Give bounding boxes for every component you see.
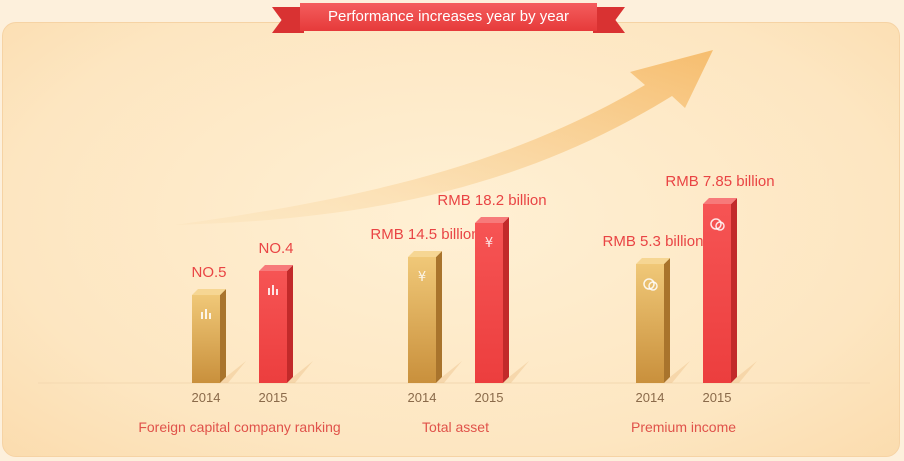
bar-2014-top bbox=[408, 251, 442, 257]
bar-2015 bbox=[475, 223, 503, 383]
year-label-2014: 2014 bbox=[636, 390, 665, 405]
chart-panel bbox=[2, 22, 900, 457]
coins-icon bbox=[710, 218, 722, 230]
bar-2015-shadow bbox=[731, 361, 757, 383]
yen-icon: ¥ bbox=[418, 270, 426, 285]
bar-2014-side bbox=[664, 258, 670, 383]
bar-chart-icon bbox=[268, 288, 270, 295]
value-label-foreign-capital-company-ranking-2015: NO.4 bbox=[258, 240, 293, 257]
yen-icon: ¥ bbox=[485, 236, 493, 251]
bar-2015-side bbox=[503, 217, 509, 383]
bar-chart-icon bbox=[205, 309, 207, 319]
bar-chart-icon bbox=[209, 313, 211, 319]
bar-2014-shadow bbox=[220, 361, 246, 383]
bar-2015 bbox=[703, 204, 731, 383]
value-label-foreign-capital-company-ranking-2014: NO.5 bbox=[191, 264, 226, 281]
growth-arrow bbox=[175, 50, 713, 225]
category-label-0: Foreign capital company ranking bbox=[138, 419, 340, 435]
bar-2015-top bbox=[703, 198, 737, 204]
category-label-2: Premium income bbox=[631, 419, 736, 435]
bar-2014-shadow bbox=[436, 361, 462, 383]
value-label-premium-income-2015: RMB 7.85 billion bbox=[665, 173, 774, 190]
year-label-2015: 2015 bbox=[259, 390, 288, 405]
bar-2014-side bbox=[220, 289, 226, 383]
coins-icon bbox=[715, 221, 725, 231]
bar-2014-top bbox=[636, 258, 670, 264]
value-label-premium-income-2014: RMB 5.3 billion bbox=[603, 233, 704, 250]
bar-chart-icon bbox=[201, 312, 203, 319]
bar-2015-top bbox=[475, 217, 509, 223]
bar-2015-side bbox=[287, 265, 293, 383]
bar-2014-shadow bbox=[664, 361, 690, 383]
coins-icon bbox=[648, 281, 658, 291]
value-label-total-asset-2015: RMB 18.2 billion bbox=[437, 192, 546, 209]
value-label-total-asset-2014: RMB 14.5 billion bbox=[370, 226, 479, 243]
bar-chart-icon bbox=[276, 289, 278, 295]
year-label-2015: 2015 bbox=[475, 390, 504, 405]
bar-2015-side bbox=[731, 198, 737, 383]
bar-2015-shadow bbox=[287, 361, 313, 383]
year-label-2014: 2014 bbox=[408, 390, 437, 405]
year-label-2015: 2015 bbox=[703, 390, 732, 405]
year-label-2014: 2014 bbox=[192, 390, 221, 405]
bar-chart-icon bbox=[272, 285, 274, 295]
bar-2015-shadow bbox=[503, 361, 529, 383]
bar-2015-top bbox=[259, 265, 293, 271]
bar-2014-side bbox=[436, 251, 442, 383]
bar-2014 bbox=[192, 295, 220, 383]
chart-title: Performance increases year by year bbox=[300, 3, 597, 31]
bar-2014 bbox=[408, 257, 436, 383]
coins-icon bbox=[643, 278, 655, 290]
bar-2014 bbox=[636, 264, 664, 383]
category-label-1: Total asset bbox=[422, 419, 489, 435]
bar-2014-top bbox=[192, 289, 226, 295]
